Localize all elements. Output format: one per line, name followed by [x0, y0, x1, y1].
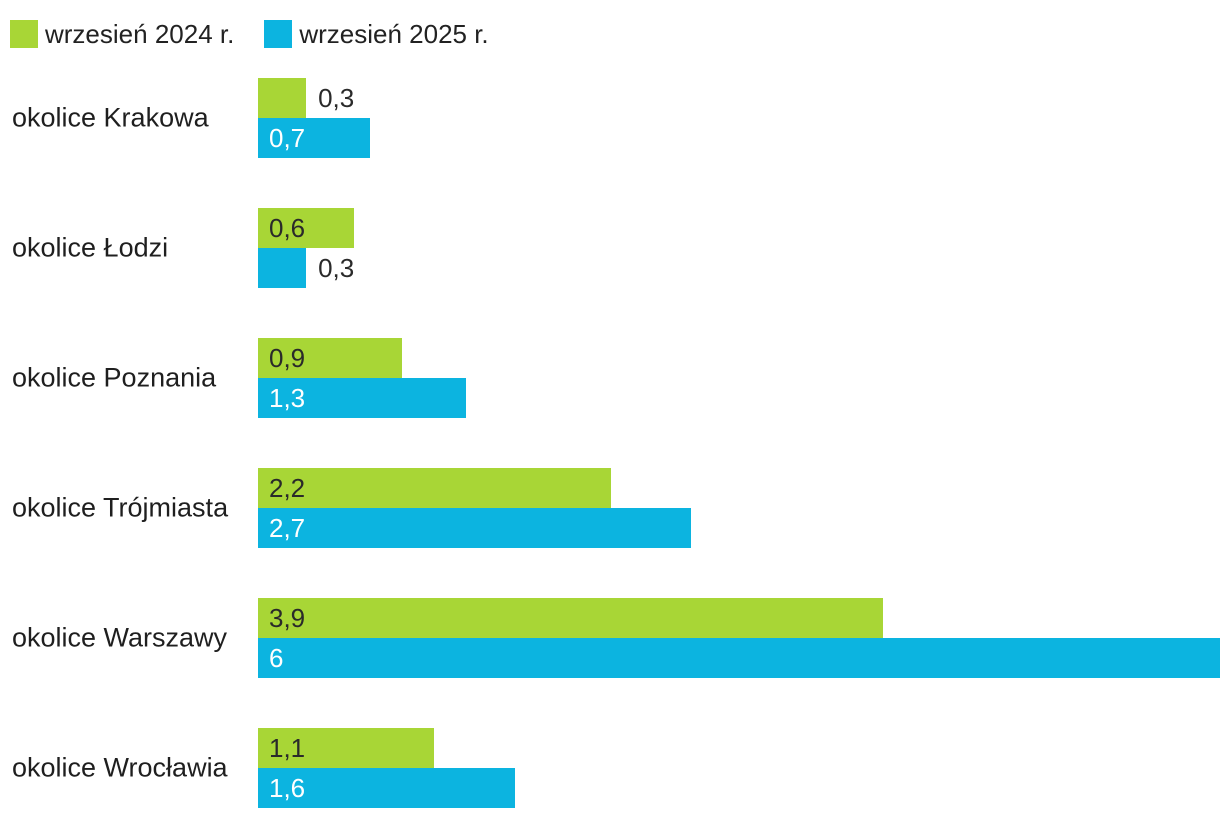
- legend-item-2024: wrzesień 2024 r.: [10, 20, 234, 48]
- value-label: 1,6: [269, 773, 306, 803]
- bar-2024: 2,2: [258, 468, 611, 508]
- bar-2025: 0,3: [258, 248, 354, 288]
- legend: wrzesień 2024 r. wrzesień 2025 r.: [10, 20, 489, 48]
- chart-row: okolice Trójmiasta 2,2 2,7: [0, 468, 1220, 548]
- value-label: 1,1: [269, 733, 306, 763]
- legend-item-2025: wrzesień 2025 r.: [264, 19, 489, 49]
- bar-2024: 1,1: [258, 728, 435, 768]
- category-label: okolice Trójmiasta: [12, 492, 229, 523]
- chart-row: okolice Krakowa 0,3 0,7: [0, 78, 1220, 158]
- legend-swatch-2024: [10, 20, 38, 48]
- bar-2025: 1,3: [258, 378, 467, 418]
- bar-2025: 0,7: [258, 118, 371, 158]
- value-label: 0,3: [318, 253, 355, 283]
- chart-row: okolice Wrocławia 1,1 1,6: [0, 728, 1220, 808]
- chart-row: okolice Poznania 0,9 1,3: [0, 338, 1220, 418]
- value-label: 0,9: [269, 343, 306, 373]
- category-label: okolice Łodzi: [12, 232, 169, 263]
- bar-2024: 0,6: [258, 208, 355, 248]
- category-label: okolice Warszawy: [12, 622, 228, 653]
- bar-2025: 6: [258, 638, 1220, 678]
- value-label: 0,6: [269, 213, 306, 243]
- bar-2024: 0,3: [258, 78, 354, 118]
- value-label: 1,3: [269, 383, 306, 413]
- value-label: 3,9: [269, 603, 306, 633]
- value-label: 0,3: [318, 83, 355, 113]
- bar-2024: 0,9: [258, 338, 403, 378]
- category-label: okolice Krakowa: [12, 102, 209, 133]
- bar-2024: 3,9: [258, 598, 884, 638]
- chart-row: okolice Łodzi 0,6 0,3: [0, 208, 1220, 288]
- legend-swatch-2025: [264, 20, 293, 48]
- bar-2025: 1,6: [258, 768, 515, 808]
- category-label: okolice Poznania: [12, 362, 217, 393]
- bar-2025: 2,7: [258, 508, 691, 548]
- value-label: 0,7: [269, 123, 306, 153]
- legend-label-2024: wrzesień 2024 r.: [45, 19, 235, 49]
- category-label: okolice Wrocławia: [12, 752, 228, 783]
- value-label: 2,2: [269, 473, 306, 503]
- value-label: 6: [269, 643, 284, 673]
- chart-row: okolice Warszawy 3,9 6: [0, 598, 1220, 678]
- value-label: 2,7: [269, 513, 306, 543]
- legend-label-2025: wrzesień 2025 r.: [299, 19, 489, 49]
